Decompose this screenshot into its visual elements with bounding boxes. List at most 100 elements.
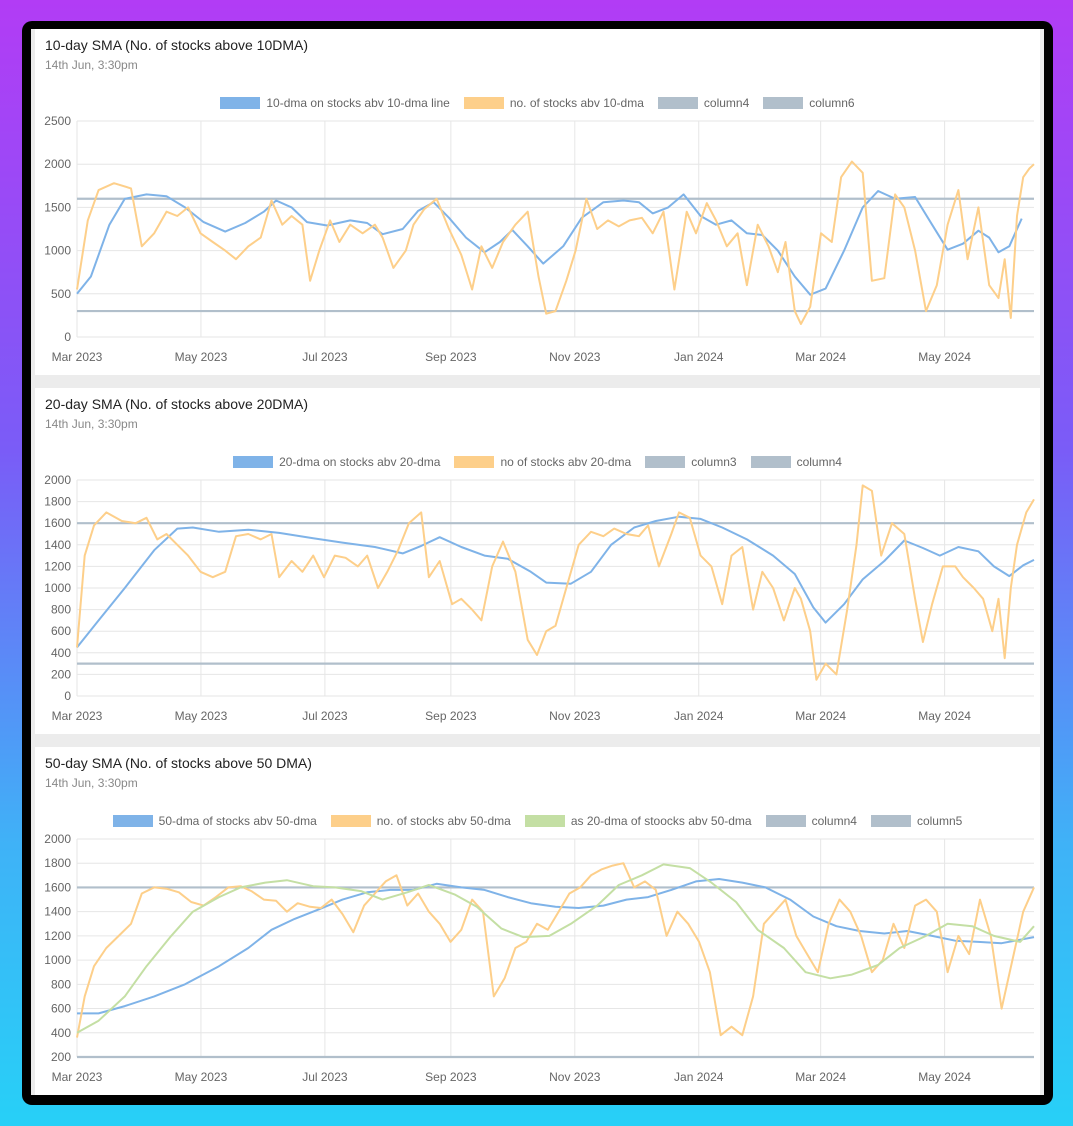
legend-item[interactable]: 50-dma of stocks abv 50-dma — [112, 814, 317, 828]
legend-swatch — [765, 815, 806, 827]
x-tick-label: Sep 2023 — [425, 350, 477, 364]
chart-title: 20-day SMA (No. of stocks above 20DMA) — [45, 396, 308, 412]
legend-swatch — [750, 456, 791, 468]
series-line — [76, 863, 1035, 1034]
window-frame: 10-day SMA (No. of stocks above 10DMA) 1… — [22, 21, 1053, 1105]
legend-swatch — [330, 815, 371, 827]
legend-swatch — [645, 456, 686, 468]
y-tick-label: 0 — [64, 689, 71, 703]
y-tick-label: 0 — [64, 330, 71, 344]
x-tick-label: Sep 2023 — [425, 709, 477, 723]
x-tick-label: Nov 2023 — [549, 1070, 601, 1084]
y-tick-label: 1400 — [44, 538, 71, 552]
y-tick-label: 600 — [51, 1002, 71, 1016]
legend-label: no. of stocks abv 50-dma — [376, 814, 511, 828]
chart-title: 10-day SMA (No. of stocks above 10DMA) — [45, 37, 308, 53]
legend-item[interactable]: column4 — [765, 814, 857, 828]
legend-label: column4 — [796, 455, 842, 469]
y-tick-label: 200 — [51, 667, 71, 681]
x-tick-label: Sep 2023 — [425, 1070, 477, 1084]
chart-panel-50dma: 50-day SMA (No. of stocks above 50 DMA) … — [35, 747, 1040, 1095]
y-tick-label: 1200 — [44, 929, 71, 943]
legend-item[interactable]: column4 — [657, 96, 750, 110]
series-line — [76, 515, 1035, 649]
y-tick-label: 1600 — [44, 880, 71, 894]
series-line — [76, 160, 1035, 325]
legend-item[interactable]: column3 — [645, 455, 737, 469]
y-tick-label: 1400 — [44, 905, 71, 919]
x-tick-label: Jul 2023 — [302, 709, 348, 723]
y-tick-label: 1000 — [44, 953, 71, 967]
legend-label: 50-dma of stocks abv 50-dma — [158, 814, 317, 828]
legend-label: column5 — [916, 814, 963, 828]
x-tick-label: May 2023 — [175, 350, 228, 364]
legend-item[interactable]: no of stocks abv 20-dma — [454, 455, 631, 469]
y-tick-label: 1600 — [44, 516, 71, 530]
x-tick-label: Mar 2023 — [52, 350, 103, 364]
legend-item[interactable]: 10-dma on stocks abv 10-dma line — [220, 96, 450, 110]
x-tick-label: Nov 2023 — [549, 350, 601, 364]
x-tick-label: Nov 2023 — [549, 709, 601, 723]
legend-item[interactable]: column6 — [763, 96, 855, 110]
y-tick-label: 600 — [51, 624, 71, 638]
x-tick-label: Mar 2023 — [52, 709, 103, 723]
line-chart-10dma: 0 500 1000 1500 2000 2500 Mar 2023 May 2023 Jul … — [44, 114, 1035, 364]
series-line — [76, 190, 1023, 296]
legend-item[interactable]: column4 — [750, 455, 842, 469]
y-tick-label: 1800 — [44, 495, 71, 509]
dashboard: 10-day SMA (No. of stocks above 10DMA) 1… — [31, 29, 1044, 1095]
legend-item[interactable]: as 20-dma of stoocks abv 50-dma — [524, 814, 752, 828]
legend-swatch — [524, 815, 565, 827]
y-tick-label: 500 — [51, 287, 71, 301]
y-tick-label: 1200 — [44, 559, 71, 573]
y-tick-label: 1500 — [44, 200, 71, 214]
legend-swatch — [112, 815, 153, 827]
x-tick-label: May 2024 — [918, 350, 971, 364]
legend-swatch — [463, 97, 504, 109]
series-line — [77, 878, 1035, 1015]
legend-swatch — [454, 456, 495, 468]
legend-label: 10-dma on stocks abv 10-dma line — [266, 96, 450, 110]
line-chart-20dma: 0 200 400 600 800 1000 1200 1400 1600 1800 2000 Mar… — [44, 473, 1035, 723]
series-line — [76, 484, 1035, 681]
chart-legend: 20-dma on stocks abv 20-dma no of stocks… — [35, 455, 1040, 469]
y-tick-label: 800 — [51, 603, 71, 617]
chart-subtitle: 14th Jun, 3:30pm — [45, 417, 138, 431]
chart-legend: 10-dma on stocks abv 10-dma line no. of … — [35, 96, 1040, 110]
x-tick-label: Jul 2023 — [302, 1070, 348, 1084]
chart-subtitle: 14th Jun, 3:30pm — [45, 776, 138, 790]
y-tick-label: 400 — [51, 1026, 71, 1040]
legend-label: as 20-dma of stoocks abv 50-dma — [570, 814, 752, 828]
series-line — [76, 862, 1035, 1038]
y-tick-label: 2000 — [44, 832, 71, 846]
legend-item[interactable]: no. of stocks abv 10-dma — [463, 96, 644, 110]
legend-swatch — [870, 815, 911, 827]
y-tick-label: 1800 — [44, 856, 71, 870]
x-tick-label: Jan 2024 — [674, 350, 724, 364]
x-tick-label: May 2023 — [175, 709, 228, 723]
y-tick-label: 2000 — [44, 473, 71, 487]
y-tick-label: 200 — [51, 1050, 71, 1064]
chart-subtitle: 14th Jun, 3:30pm — [45, 58, 138, 72]
chart-title: 50-day SMA (No. of stocks above 50 DMA) — [45, 755, 312, 771]
x-tick-label: Mar 2024 — [795, 709, 846, 723]
x-tick-label: Mar 2024 — [795, 1070, 846, 1084]
legend-swatch — [220, 97, 261, 109]
legend-item[interactable]: 20-dma on stocks abv 20-dma — [233, 455, 440, 469]
y-tick-label: 1000 — [44, 244, 71, 258]
x-tick-label: Mar 2024 — [795, 350, 846, 364]
legend-item[interactable]: no. of stocks abv 50-dma — [330, 814, 511, 828]
legend-item[interactable]: column5 — [870, 814, 963, 828]
legend-label: column4 — [703, 96, 750, 110]
legend-swatch — [763, 97, 804, 109]
x-tick-label: May 2024 — [918, 709, 971, 723]
legend-label: column3 — [691, 455, 737, 469]
y-tick-label: 2000 — [44, 157, 71, 171]
x-tick-label: Jul 2023 — [302, 350, 348, 364]
legend-label: no of stocks abv 20-dma — [500, 455, 632, 469]
x-tick-label: May 2023 — [175, 1070, 228, 1084]
chart-panel-20dma: 20-day SMA (No. of stocks above 20DMA) 1… — [35, 388, 1040, 734]
x-tick-label: Jan 2024 — [674, 709, 724, 723]
y-tick-label: 400 — [51, 646, 71, 660]
x-tick-label: Jan 2024 — [674, 1070, 724, 1084]
